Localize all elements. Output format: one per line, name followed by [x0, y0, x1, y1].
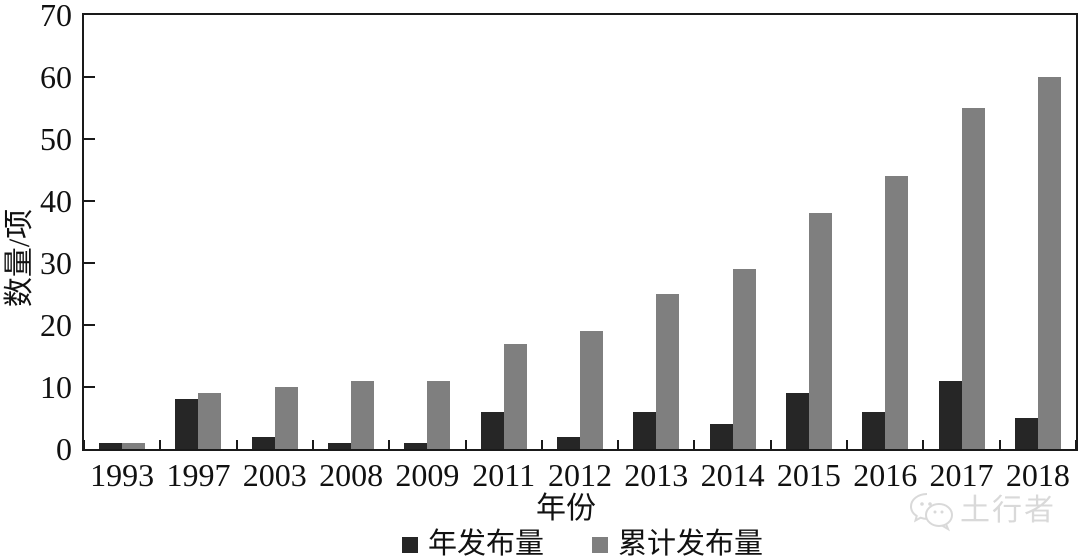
x-tick-label-1997: 1997 — [166, 457, 231, 493]
bar-annual-2008 — [328, 442, 352, 449]
plot-area — [82, 13, 1078, 451]
y-axis-tick — [84, 76, 95, 78]
x-axis-tick — [769, 440, 772, 449]
annual-series-swatch-icon — [402, 536, 418, 553]
x-tick-label-2018: 2018 — [1005, 457, 1070, 493]
x-axis-tick — [998, 440, 1001, 449]
x-tick-label-1993: 1993 — [90, 457, 155, 493]
x-axis-tick — [311, 440, 314, 449]
bar-cumulative-2018 — [1037, 77, 1061, 449]
x-tick-label-2012: 2012 — [548, 457, 612, 493]
bar-annual-2014 — [709, 424, 733, 449]
bar-cumulative-2009 — [427, 380, 451, 449]
x-axis-title: 年份 — [536, 492, 596, 525]
x-axis-tick — [235, 440, 238, 449]
x-tick-label-2016: 2016 — [853, 457, 918, 493]
wechat-icon — [909, 493, 953, 532]
x-tick-label-2017: 2017 — [929, 457, 994, 493]
legend-label-annual: 年发布量 — [428, 528, 545, 560]
watermark-text: 土行者 — [960, 494, 1056, 527]
bar-cumulative-1997 — [198, 393, 222, 449]
y-axis-tick — [84, 386, 95, 388]
bar-annual-2012 — [557, 436, 580, 449]
bar-cumulative-2012 — [580, 331, 603, 449]
bar-cumulative-2016 — [885, 176, 909, 449]
y-axis-title: 数量/项 — [3, 208, 36, 308]
y-tick-label-50: 50 — [40, 121, 72, 157]
bar-cumulative-2015 — [808, 213, 832, 449]
bar-annual-2011 — [480, 411, 504, 449]
x-axis-tick — [464, 440, 467, 449]
bar-annual-2013 — [633, 411, 657, 449]
x-tick-label-2003: 2003 — [242, 457, 307, 493]
x-axis-tick — [922, 440, 925, 449]
y-tick-label-20: 20 — [40, 307, 72, 343]
bar-cumulative-2017 — [961, 108, 985, 449]
y-axis-tick — [84, 138, 95, 140]
x-axis-tick — [159, 440, 162, 449]
x-tick-label-2014: 2014 — [700, 457, 765, 493]
y-tick-label-30: 30 — [40, 245, 72, 281]
x-axis-tick — [388, 440, 391, 449]
bar-cumulative-1993 — [122, 442, 146, 449]
chart-legend: 年发布量 累计发布量 — [402, 530, 763, 559]
y-tick-label-10: 10 — [40, 369, 72, 405]
x-tick-label-2008: 2008 — [319, 457, 384, 493]
bar-cumulative-2011 — [503, 343, 527, 449]
y-axis-tick — [84, 262, 95, 264]
y-tick-label-0: 0 — [56, 431, 72, 467]
x-axis-tick — [693, 440, 696, 449]
x-axis-tick — [83, 440, 85, 449]
x-axis-tick — [846, 440, 849, 449]
x-tick-label-2013: 2013 — [624, 457, 689, 493]
bar-cumulative-2013 — [656, 294, 680, 449]
bar-annual-2003 — [251, 436, 275, 449]
bar-annual-2018 — [1014, 418, 1038, 449]
x-axis-tick — [617, 440, 620, 449]
legend-item-cumulative: 累计发布量 — [592, 530, 763, 559]
bar-annual-1993 — [99, 442, 123, 449]
bar-annual-1997 — [175, 399, 199, 449]
bar-annual-2015 — [785, 393, 809, 449]
x-axis-tick — [1075, 440, 1077, 449]
y-tick-label-70: 70 — [40, 0, 72, 33]
bar-annual-2016 — [862, 411, 886, 449]
cumulative-series-swatch-icon — [592, 536, 609, 553]
x-tick-label-2011: 2011 — [472, 457, 536, 493]
legend-label-cumulative: 累计发布量 — [618, 528, 764, 560]
y-axis-tick — [84, 324, 95, 326]
x-axis-tick — [540, 440, 543, 449]
y-tick-label-40: 40 — [40, 183, 72, 219]
x-tick-label-2015: 2015 — [776, 457, 841, 493]
legend-item-annual: 年发布量 — [402, 530, 544, 559]
watermark: 土行者 — [908, 490, 1056, 532]
y-tick-label-60: 60 — [40, 59, 72, 95]
bar-cumulative-2003 — [274, 387, 298, 449]
y-axis-tick — [84, 200, 95, 202]
bar-cumulative-2008 — [351, 380, 375, 449]
x-tick-label-2009: 2009 — [395, 457, 460, 493]
bar-cumulative-2014 — [732, 269, 756, 449]
bar-annual-2009 — [404, 442, 428, 449]
bar-annual-2017 — [938, 380, 962, 449]
